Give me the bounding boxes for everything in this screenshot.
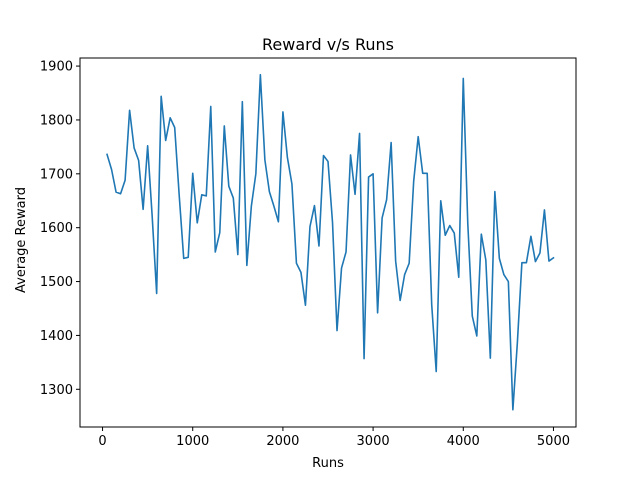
y-tick-label: 1700 [40, 167, 73, 182]
y-tick-label: 1500 [40, 275, 73, 290]
plot-area: 0 1000 2000 3000 4000 5000 1300 1400 1500 1600 170… [40, 57, 577, 449]
x-tick-label: 3000 [357, 434, 390, 449]
axes-frame [79, 57, 577, 428]
y-tick-label: 1600 [40, 221, 73, 236]
x-tick-label: 4000 [447, 434, 480, 449]
y-tick-label: 1900 [40, 60, 73, 75]
y-tick-label: 1400 [40, 329, 73, 344]
y-tick-label: 1300 [40, 383, 73, 398]
y-tick-label: 1800 [40, 113, 73, 128]
x-tick-label: 0 [98, 434, 106, 449]
y-axis-label: Average Reward [14, 187, 29, 293]
series-line-1 [106, 73, 555, 411]
x-tick-label: 5000 [537, 434, 570, 449]
x-tick-label: 2000 [266, 434, 299, 449]
chart-title: Reward v/s Runs [262, 35, 394, 54]
x-axis-label: Runs [312, 456, 344, 471]
x-tick-label: 1000 [176, 434, 209, 449]
